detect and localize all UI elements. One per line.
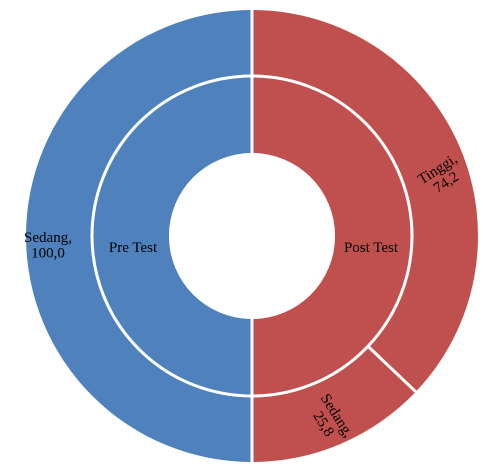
outer-slice-pre-test-sedang [26, 10, 252, 462]
outer-slice-post-test-sedang [252, 346, 416, 462]
slice-separator [366, 345, 418, 394]
svg-text:Sedang,100,0: Sedang, 100,0 [24, 230, 72, 262]
data-label-pre-test-sedang: Sedang, 100,0 [24, 230, 72, 262]
ring-label-post-test: Post Test [344, 240, 399, 256]
outer-slice-post-test-tinggi [252, 10, 478, 392]
inner-segment-post-test [252, 76, 412, 396]
inner-segment-pre-test [92, 76, 252, 396]
ring-label-pre-test: Pre Test [109, 240, 158, 256]
center-hole [169, 153, 335, 319]
ring-boundary [90, 74, 414, 398]
